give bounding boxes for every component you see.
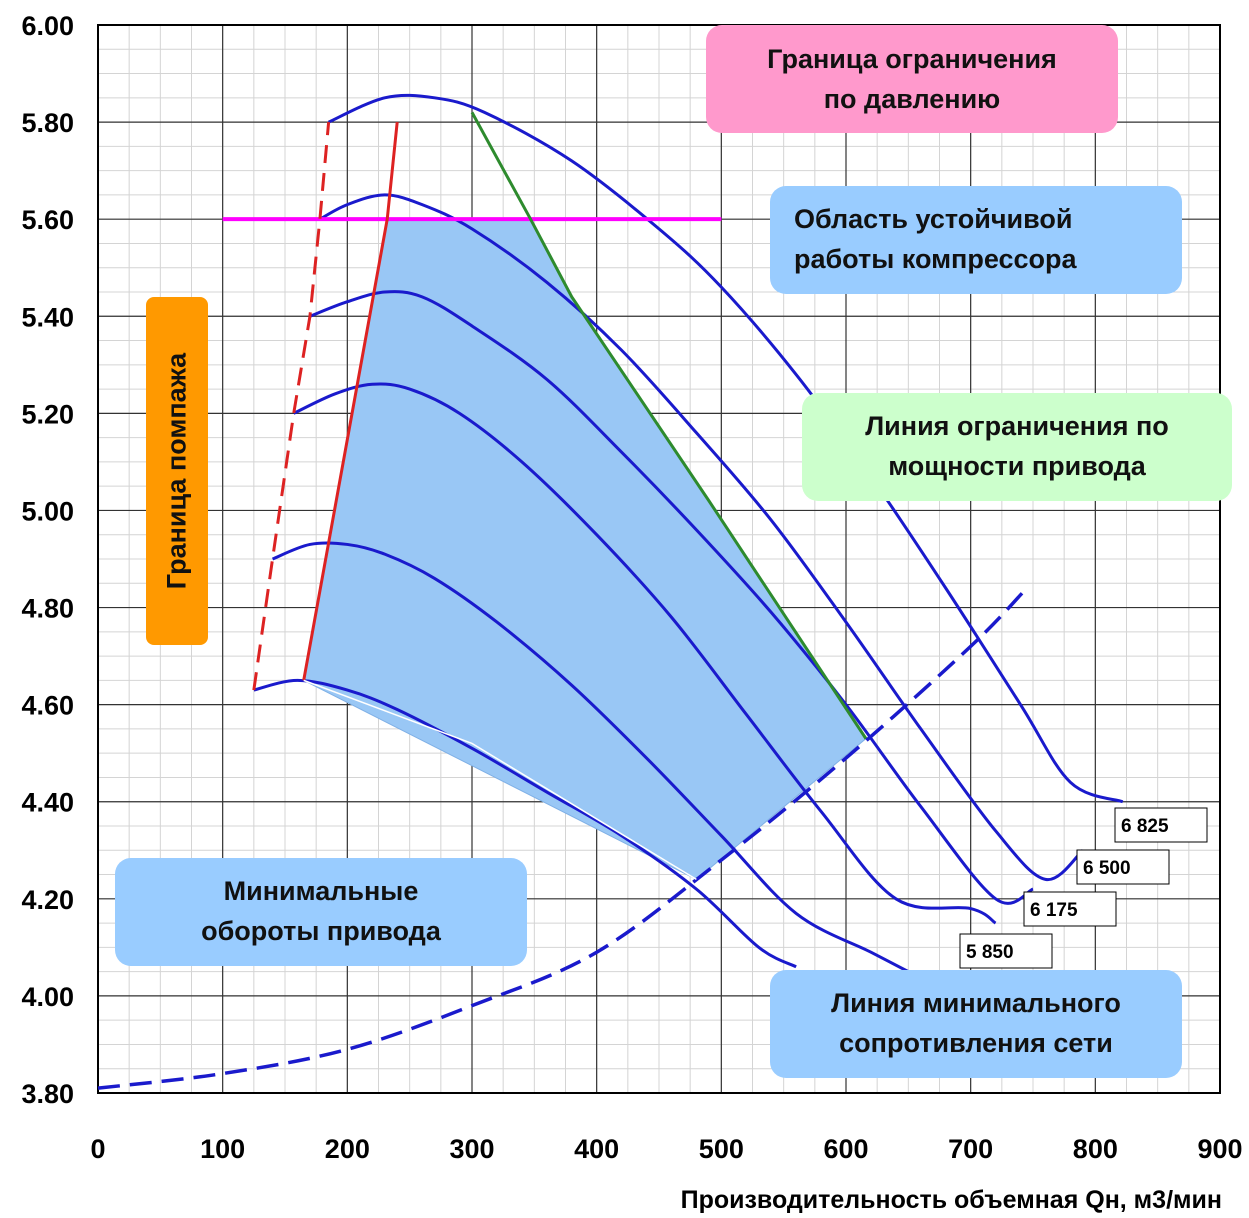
curve-label-box <box>1023 891 1117 927</box>
pressure-limit-callout: Граница ограничения по давлению <box>706 25 1118 133</box>
y-tick-label: 5.60 <box>21 205 74 235</box>
x-tick-label: 700 <box>948 1134 993 1164</box>
speed-curve-3 <box>309 290 1034 905</box>
power-limit-line1: Линия ограничения по <box>865 411 1169 441</box>
min-rpm-line1: Минимальные <box>223 876 419 906</box>
pressure-limit-line2: по давлению <box>823 84 1001 114</box>
y-tick-label: 4.00 <box>21 982 74 1012</box>
curve-label-4: 5 850 <box>966 942 1014 963</box>
x-tick-label: 300 <box>449 1134 494 1164</box>
x-axis-label: Производительность объемная Qн, м3/мин <box>681 1186 1222 1214</box>
min-resistance-line <box>97 586 1029 1090</box>
x-tick-label: 800 <box>1073 1134 1118 1164</box>
stable-region-line1: Область устойчивой <box>794 204 1073 234</box>
power-limit-line2: мощности привода <box>888 451 1146 481</box>
min-rpm-callout: Минимальные обороты привода <box>115 858 527 966</box>
y-tick-label: 4.40 <box>21 788 74 818</box>
surge-limit-label: Граница помпажа <box>161 352 192 590</box>
x-tick-label: 500 <box>699 1134 744 1164</box>
pressure-limit-line1: Граница ограничения <box>767 44 1057 74</box>
plot-frame <box>97 24 1221 1094</box>
x-tick-label: 0 <box>90 1134 105 1164</box>
speed-curve-1 <box>328 93 1124 804</box>
curve-label-box <box>1076 849 1170 885</box>
stable-region-line2: работы компрессора <box>794 244 1077 274</box>
y-tick-label: 4.60 <box>21 691 74 721</box>
y-tick-label: 5.40 <box>21 302 74 332</box>
speed-curve-2 <box>319 193 1084 881</box>
speed-curve-6 <box>253 678 797 969</box>
y-tick-label: 3.80 <box>21 1079 74 1109</box>
y-tick-label: 6.00 <box>21 11 74 41</box>
speed-curve-5 <box>271 541 910 973</box>
curve-label-box <box>1114 807 1208 843</box>
curve-label-2: 6 500 <box>1083 858 1131 879</box>
x-tick-label: 200 <box>325 1134 370 1164</box>
speed-curves <box>253 93 1124 973</box>
min-resistance-line2: сопротивления сети <box>839 1028 1113 1058</box>
surge-control-line <box>302 121 399 681</box>
min-resistance-callout: Линия минимального сопротивления сети <box>770 970 1182 1078</box>
power-limit-callout: Линия ограничения по мощности привода <box>802 393 1232 501</box>
y-tick-label: 5.20 <box>21 399 74 429</box>
y-tick-label: 4.80 <box>21 594 74 624</box>
x-tick-label: 400 <box>574 1134 619 1164</box>
x-tick-label: 600 <box>823 1134 868 1164</box>
curve-label-1: 6 825 <box>1121 816 1169 837</box>
tick-labels: 0 100 200 300 400 500 600 700 800 900 3.80 4.00 4.20… <box>21 11 1242 1164</box>
x-tick-label: 900 <box>1197 1134 1242 1164</box>
curve-label-box <box>959 933 1053 969</box>
axes <box>97 24 1221 1094</box>
y-tick-label: 5.80 <box>21 108 74 138</box>
min-rpm-line <box>303 679 697 881</box>
curve-label-3: 6 175 <box>1030 900 1078 921</box>
y-tick-label: 4.20 <box>21 885 74 915</box>
speed-curve-4 <box>293 382 997 925</box>
surge-limit-callout: Граница помпажа <box>146 297 208 645</box>
stable-region-callout: Область устойчивой работы компрессора <box>770 186 1182 294</box>
min-rpm-line2: обороты привода <box>201 916 441 946</box>
limit-lines <box>97 111 1029 1090</box>
x-tick-label: 100 <box>200 1134 245 1164</box>
surge-limit-line <box>252 121 331 691</box>
min-resistance-line1: Линия минимального <box>831 988 1121 1018</box>
power-limit-line <box>470 111 868 740</box>
y-tick-label: 5.00 <box>21 496 74 526</box>
